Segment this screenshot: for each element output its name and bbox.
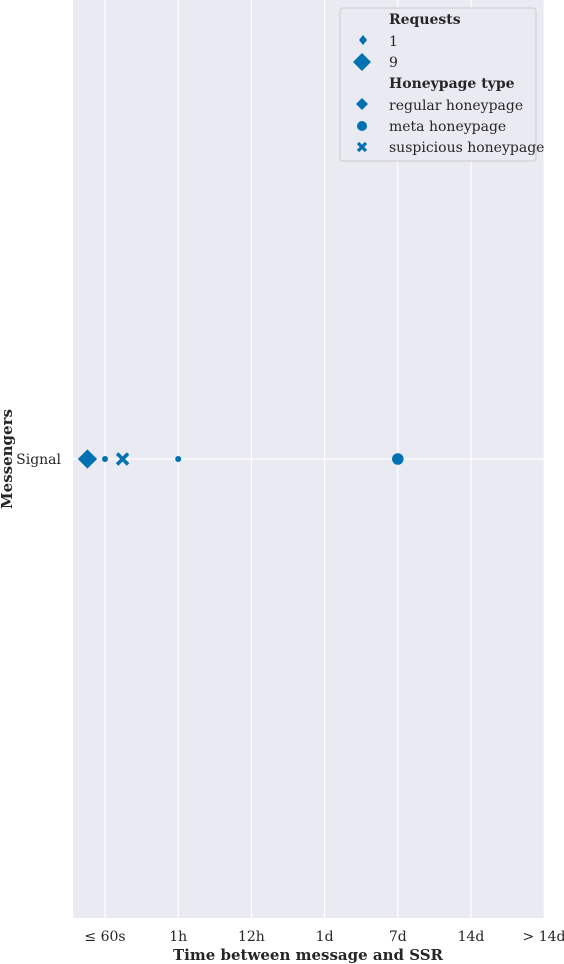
legend-box	[339, 7, 537, 162]
x-tick-label: 14d	[458, 929, 485, 945]
legend-title-honeypage-type: Honeypage type	[389, 76, 515, 92]
legend-marker-regular-honeypage	[356, 98, 368, 110]
legend-label-regular-honeypage: regular honeypage	[389, 98, 523, 114]
data-point-meta	[102, 456, 108, 462]
legend-marker-requests-1	[359, 35, 367, 45]
legend-marker-meta-honeypage	[357, 121, 367, 131]
legend-label-suspicious-honeypage: suspicious honeypage	[389, 140, 544, 156]
x-tick-label: 12h	[238, 929, 265, 945]
data-point-meta	[175, 456, 182, 462]
data-point-suspicious	[115, 452, 130, 466]
data-point-meta	[392, 453, 404, 465]
data-point-regular	[77, 449, 98, 469]
legend: Requests 1 9 Honeypage type regular hone…	[339, 7, 544, 162]
x-tick-label: 7d	[389, 929, 407, 945]
legend-marker-requests-9	[353, 53, 371, 71]
legend-label-requests-9: 9	[389, 55, 398, 71]
y-tick-label: Signal	[16, 452, 61, 468]
x-tick-label: 1d	[316, 929, 334, 945]
x-tick-label: > 14d	[523, 929, 564, 945]
x-axis-label: Time between message and SSR	[173, 946, 444, 964]
x-tick-labels: ≤ 60s 1h 12h 1d 7d 14d > 14d	[84, 929, 564, 945]
x-tick-label: 1h	[169, 929, 187, 945]
y-axis-label: Messengers	[0, 409, 16, 509]
legend-marker-suspicious-honeypage	[356, 141, 368, 153]
legend-label-meta-honeypage: meta honeypage	[389, 119, 506, 135]
legend-label-requests-1: 1	[389, 34, 398, 50]
data-points	[77, 449, 404, 469]
x-tick-label: ≤ 60s	[84, 929, 125, 945]
legend-title-requests: Requests	[389, 12, 461, 28]
y-tick-labels: Signal	[16, 452, 61, 468]
